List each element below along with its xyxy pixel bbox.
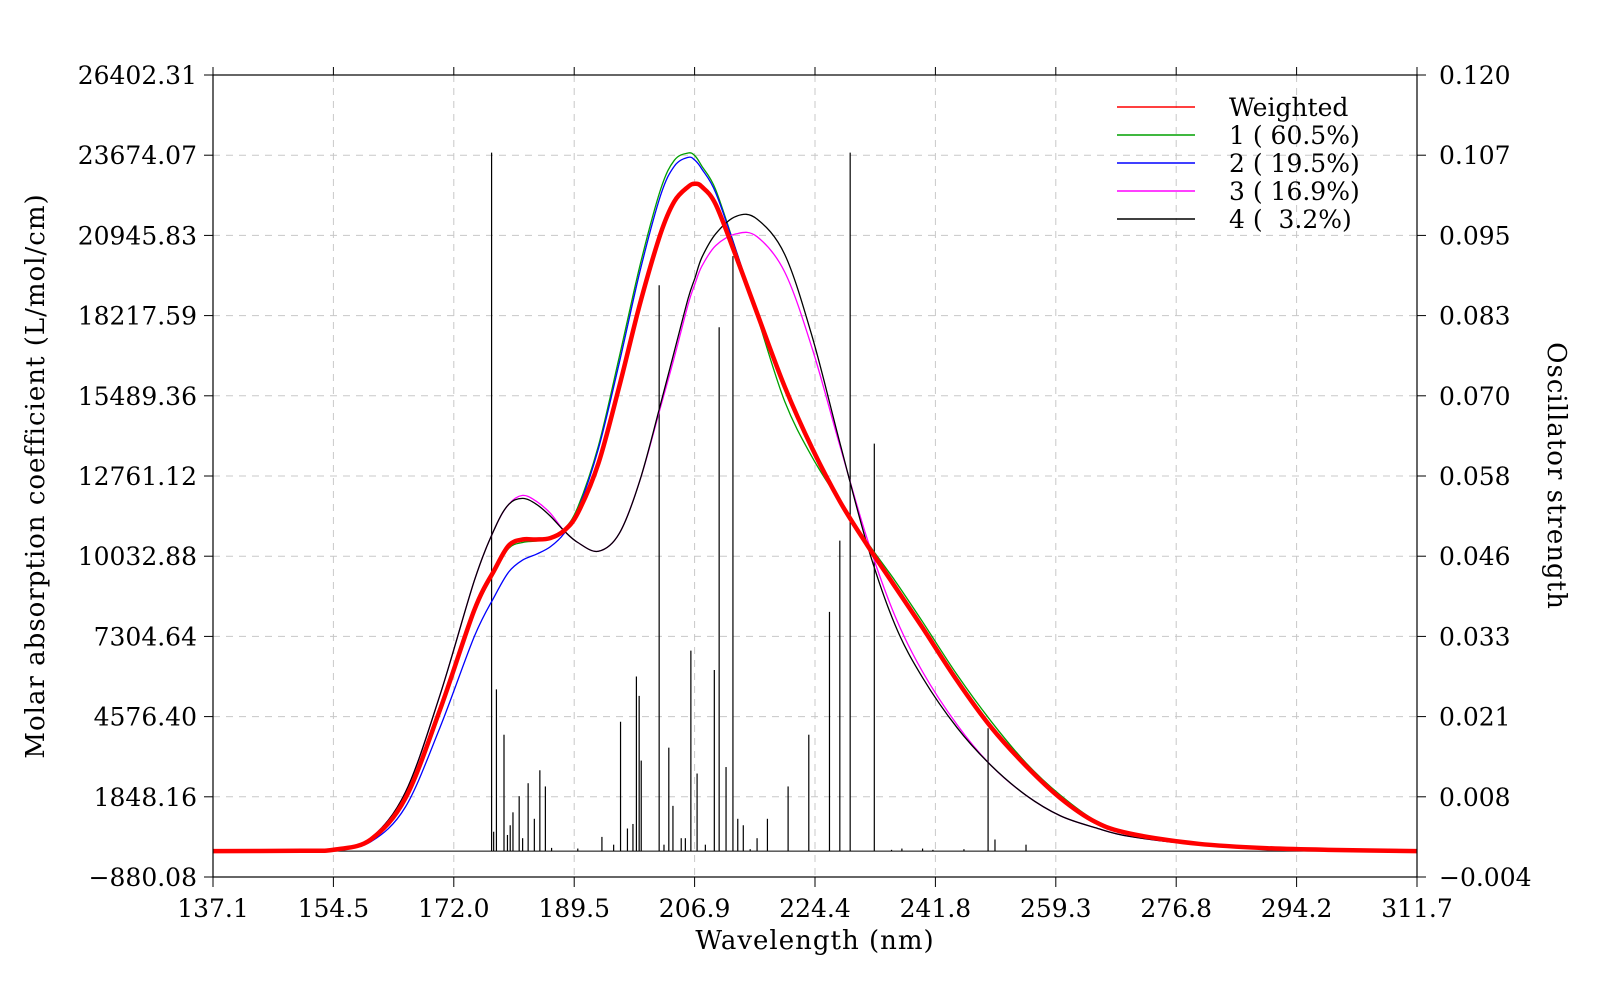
x-tick-label: 259.3 <box>1020 894 1092 923</box>
y-tick-label: 10032.88 <box>78 542 197 571</box>
spectrum-curves <box>212 152 1418 854</box>
y-tick-label: 4576.40 <box>94 703 197 732</box>
x-tick-label: 189.5 <box>538 894 610 923</box>
y2-tick-label: 0.021 <box>1439 703 1511 732</box>
series-line-component-4 <box>212 213 1418 852</box>
y-tick-label: −880.08 <box>89 863 197 892</box>
y-tick-label: 20945.83 <box>78 221 197 250</box>
x-axis-title: Wavelength (nm) <box>695 926 934 956</box>
y-tick-label: 7304.64 <box>94 622 197 651</box>
x-tick-label: 172.0 <box>418 894 490 923</box>
y2-tick-label: 0.095 <box>1439 221 1511 250</box>
x-tick-label: 241.8 <box>900 894 972 923</box>
x-tick-label: 206.9 <box>659 894 731 923</box>
y2-tick-label: 0.107 <box>1439 141 1511 170</box>
y2-tick-label: 0.058 <box>1439 462 1511 491</box>
series-line-weighted <box>212 181 1418 854</box>
legend-label: 3 ( 16.9%) <box>1229 177 1360 206</box>
legend-label: 1 ( 60.5%) <box>1229 121 1360 150</box>
y2-axis-title: Oscillator strength <box>1541 342 1571 610</box>
y2-tick-label: 0.083 <box>1439 302 1511 331</box>
y2-tick-label: 0.046 <box>1439 542 1511 571</box>
y-tick-label: 1848.16 <box>94 783 197 812</box>
gridlines <box>213 75 1417 877</box>
y-tick-label: 15489.36 <box>78 382 197 411</box>
y2-tick-label: 0.008 <box>1439 783 1511 812</box>
x-tick-label: 154.5 <box>298 894 370 923</box>
oscillator-strength-sticks <box>490 152 1027 852</box>
y2-tick-label: 0.033 <box>1439 622 1511 651</box>
y-tick-label: 26402.31 <box>78 61 197 90</box>
x-tick-label: 311.7 <box>1381 894 1453 923</box>
x-tick-label: 276.8 <box>1140 894 1212 923</box>
legend-label: Weighted <box>1229 93 1348 122</box>
y-tick-label: 23674.07 <box>78 141 197 170</box>
tick-labels: 137.1 154.5 172.0 189.5 206.9 224.4 241.8 259.3… <box>78 61 1532 923</box>
x-tick-label: 294.2 <box>1261 894 1333 923</box>
legend-label: 2 ( 19.5%) <box>1229 149 1360 178</box>
axis-ticks <box>204 67 1426 887</box>
y-tick-label: 18217.59 <box>78 302 197 331</box>
legend-label: 4 ( 3.2%) <box>1229 205 1352 234</box>
y2-tick-label: −0.004 <box>1439 863 1532 892</box>
y2-tick-label: 0.120 <box>1439 61 1511 90</box>
x-tick-label: 224.4 <box>779 894 851 923</box>
y-axis-title: Molar absorption coefficient (L/mol/cm) <box>21 193 51 758</box>
x-tick-label: 137.1 <box>177 894 249 923</box>
y2-tick-label: 0.070 <box>1439 382 1511 411</box>
y-tick-label: 12761.12 <box>78 462 197 491</box>
